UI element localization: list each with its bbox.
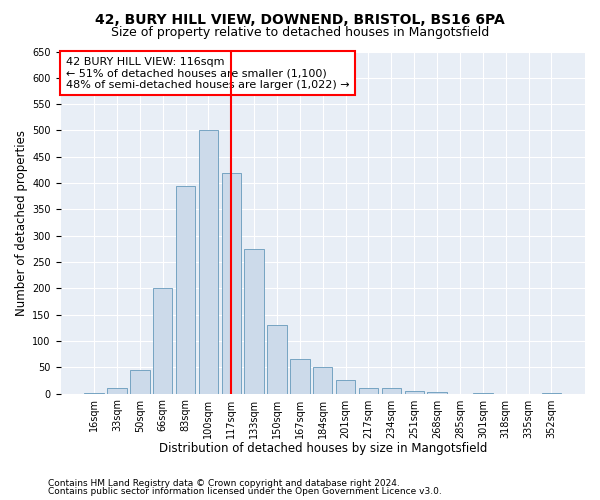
- X-axis label: Distribution of detached houses by size in Mangotsfield: Distribution of detached houses by size …: [158, 442, 487, 455]
- Bar: [359, 388, 378, 394]
- Bar: [221, 172, 241, 394]
- Bar: [542, 392, 561, 394]
- Bar: [290, 360, 310, 394]
- Text: 42, BURY HILL VIEW, DOWNEND, BRISTOL, BS16 6PA: 42, BURY HILL VIEW, DOWNEND, BRISTOL, BS…: [95, 12, 505, 26]
- Bar: [382, 388, 401, 394]
- Bar: [130, 370, 149, 394]
- Bar: [336, 380, 355, 394]
- Text: Contains HM Land Registry data © Crown copyright and database right 2024.: Contains HM Land Registry data © Crown c…: [48, 478, 400, 488]
- Bar: [85, 392, 104, 394]
- Bar: [404, 391, 424, 394]
- Bar: [176, 186, 195, 394]
- Bar: [153, 288, 172, 394]
- Bar: [268, 325, 287, 394]
- Text: Contains public sector information licensed under the Open Government Licence v3: Contains public sector information licen…: [48, 487, 442, 496]
- Bar: [313, 368, 332, 394]
- Text: 42 BURY HILL VIEW: 116sqm
← 51% of detached houses are smaller (1,100)
48% of se: 42 BURY HILL VIEW: 116sqm ← 51% of detac…: [66, 56, 349, 90]
- Text: Size of property relative to detached houses in Mangotsfield: Size of property relative to detached ho…: [111, 26, 489, 39]
- Y-axis label: Number of detached properties: Number of detached properties: [15, 130, 28, 316]
- Bar: [107, 388, 127, 394]
- Bar: [473, 392, 493, 394]
- Bar: [427, 392, 447, 394]
- Bar: [199, 130, 218, 394]
- Bar: [244, 249, 264, 394]
